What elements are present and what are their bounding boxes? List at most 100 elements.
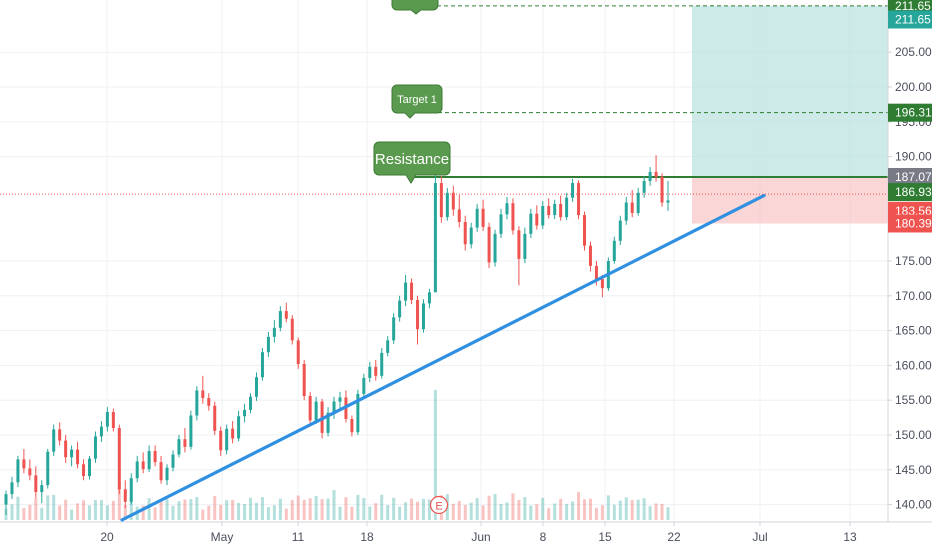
- volume-bar: [535, 504, 539, 520]
- volume-bar: [350, 506, 354, 520]
- volume-bar: [64, 499, 68, 520]
- volume-bar: [278, 498, 282, 520]
- target-1-callout-pointer-cover: [405, 111, 415, 114]
- candle-body: [541, 206, 545, 226]
- volume-bar: [249, 497, 253, 520]
- candle-body: [553, 203, 557, 216]
- candle-body: [40, 485, 44, 493]
- y-tick-label: 155.00: [895, 393, 932, 407]
- volume-bar: [374, 503, 378, 520]
- volume-bar: [463, 504, 467, 520]
- resistance-callout-label: Resistance: [375, 151, 449, 168]
- candle-body: [487, 226, 491, 263]
- volume-bar: [630, 500, 634, 520]
- volume-bar: [577, 491, 581, 520]
- volume-bar: [487, 495, 491, 520]
- candle-body: [451, 192, 455, 210]
- volume-bar: [52, 494, 56, 520]
- volume-bar: [660, 503, 664, 520]
- candle-body: [278, 311, 282, 328]
- volume-bar: [22, 508, 26, 520]
- volume-bar: [356, 494, 360, 520]
- x-tick-label: 18: [360, 530, 374, 544]
- volume-bar: [416, 501, 420, 520]
- candle-body: [666, 200, 670, 203]
- candle-body: [141, 461, 145, 470]
- candle-body: [332, 401, 336, 413]
- volume-bar: [272, 505, 276, 520]
- candle-body: [249, 396, 253, 410]
- candle-body: [380, 352, 384, 376]
- candle-body: [499, 214, 503, 234]
- candle-body: [70, 449, 74, 458]
- candle-body: [219, 430, 223, 451]
- price-tag: [888, 183, 932, 202]
- candle-body: [427, 292, 431, 304]
- target-1-callout[interactable]: Target 1: [391, 84, 443, 119]
- candle-body: [105, 412, 109, 427]
- candle-body: [362, 377, 366, 394]
- resistance-callout-pointer-cover: [406, 173, 416, 176]
- target-1-callout-box[interactable]: [391, 84, 443, 114]
- candle-body: [326, 412, 330, 433]
- candle-body: [159, 462, 163, 481]
- candle-body: [660, 176, 664, 203]
- candle-body: [76, 449, 80, 465]
- candle-body: [654, 171, 658, 177]
- volume-bar: [189, 499, 193, 520]
- volume-bar: [583, 499, 587, 520]
- trendline[interactable]: [120, 193, 766, 522]
- resistance-callout[interactable]: Resistance: [373, 141, 451, 184]
- volume-bar: [571, 501, 575, 520]
- candle-body: [463, 222, 467, 245]
- volume-bar: [254, 502, 258, 520]
- volume-bar: [237, 502, 241, 520]
- x-tick-label: 15: [598, 530, 612, 544]
- volume-bar: [368, 506, 372, 520]
- x-tick-label: Jun: [471, 530, 490, 544]
- target-2-callout[interactable]: [391, 0, 439, 15]
- target-2-callout-pointer-cover: [411, 8, 421, 11]
- volume-bar: [410, 498, 414, 520]
- candle-body: [296, 340, 300, 365]
- trendline-line[interactable]: [120, 193, 766, 522]
- volume-bar: [618, 500, 622, 520]
- candle-body: [475, 208, 479, 228]
- volume-bar: [541, 497, 545, 520]
- volume-bar: [588, 498, 592, 520]
- price-tag-label: 211.65: [895, 12, 931, 26]
- volume-bar: [493, 493, 497, 520]
- candle-body: [237, 416, 241, 439]
- volume-bar: [117, 482, 121, 520]
- candle-body: [505, 203, 509, 215]
- volume-bar: [481, 505, 485, 520]
- volume-bar: [28, 504, 32, 520]
- y-tick-label: 165.00: [895, 324, 932, 338]
- x-tick-label: May: [211, 530, 234, 544]
- candle-body: [600, 279, 604, 289]
- candle-body: [439, 183, 443, 218]
- volume-bar: [392, 497, 396, 520]
- x-tick-label: 20: [100, 530, 114, 544]
- candle-body: [565, 197, 569, 218]
- candle-body: [177, 439, 181, 455]
- earnings-marker-label: E: [435, 501, 442, 513]
- candle-body: [147, 451, 151, 470]
- candle-body: [165, 467, 169, 481]
- earnings-marker[interactable]: [429, 495, 449, 515]
- candle-body: [356, 393, 360, 433]
- volume-bar: [624, 497, 628, 520]
- volume-bar: [320, 499, 324, 520]
- candle-body: [284, 311, 288, 319]
- y-tick-label: 150.00: [895, 428, 932, 442]
- volume-bar: [499, 503, 503, 520]
- volume-bar: [475, 498, 479, 520]
- annotations[interactable]: E Target 1 Resistance: [373, 0, 451, 515]
- candle-body: [266, 336, 270, 353]
- price-tag: [888, 167, 932, 186]
- candle-body: [314, 401, 318, 421]
- volume-bar: [87, 505, 91, 520]
- volume-bar: [177, 501, 181, 520]
- y-tick-label: 190.00: [895, 150, 932, 164]
- volume-bar: [231, 499, 235, 520]
